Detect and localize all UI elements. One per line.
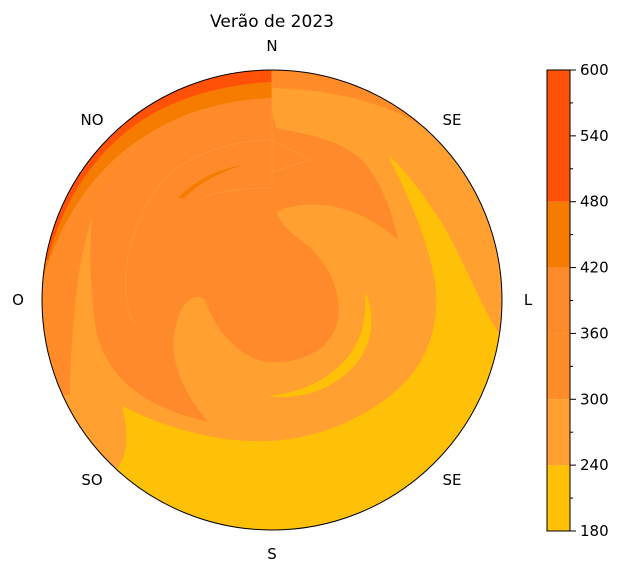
contour-fill-group — [42, 70, 502, 530]
colorbar-tick-label: 480 — [580, 193, 609, 211]
contour-pocket-180-240 — [268, 292, 372, 398]
direction-label-n: N — [266, 37, 277, 55]
polar-frame — [41, 69, 503, 531]
direction-labels: N SE L SE S SO O NO — [12, 37, 533, 563]
contour-crescent-420-480 — [178, 165, 244, 198]
direction-label-w: O — [12, 291, 24, 309]
direction-label-ne: SE — [443, 111, 462, 129]
direction-label-se: SE — [443, 471, 462, 489]
colorbar-tick-label: 180 — [580, 522, 609, 540]
direction-label-nw: NO — [80, 111, 103, 129]
colorbar-tick-label: 300 — [580, 390, 609, 408]
colorbar-segment-360-420 — [547, 267, 570, 334]
colorbar-segment-180-240 — [547, 465, 570, 531]
contour-band-300-360-center — [90, 72, 398, 422]
colorbar-tick-label: 540 — [580, 127, 609, 145]
colorbar: 180 240 300 360 420 480 540 600 — [546, 61, 609, 540]
direction-label-e: L — [524, 291, 533, 309]
colorbar-tick-label: 420 — [580, 259, 609, 277]
colorbar-segment-420-480 — [547, 201, 570, 268]
colorbar-segment-300-360 — [547, 333, 570, 400]
contour-seams — [125, 70, 312, 325]
direction-label-s: S — [267, 545, 277, 563]
colorbar-tick-label: 600 — [580, 61, 609, 79]
direction-label-sw: SO — [81, 471, 102, 489]
colorbar-segment-240-300 — [547, 399, 570, 466]
colorbar-tick-label: 240 — [580, 456, 609, 474]
chart-title: Verão de 2023 — [210, 12, 334, 32]
colorbar-segment-480-600 — [547, 70, 570, 202]
contour-band-300-360-left — [42, 78, 272, 395]
colorbar-tick-label: 360 — [580, 324, 609, 342]
